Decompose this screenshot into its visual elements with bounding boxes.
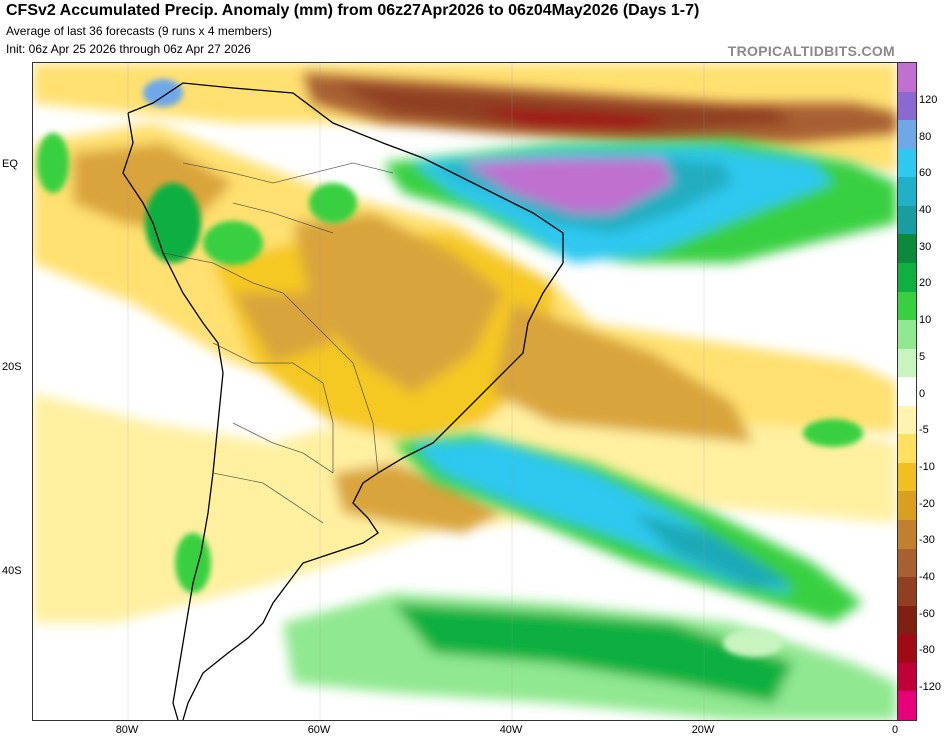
colorbar-swatch xyxy=(898,462,916,492)
lon-label-20w: 20W xyxy=(691,724,715,736)
colorbar-swatch xyxy=(898,177,916,207)
colorbar-swatch xyxy=(898,577,916,607)
lat-label-20s: 20S xyxy=(2,361,22,373)
colorbar-swatch xyxy=(898,291,916,321)
lon-label-60w: 60W xyxy=(307,724,331,736)
map-canvas xyxy=(33,63,897,720)
colorbar-swatch xyxy=(898,91,916,121)
colorbar-swatch xyxy=(898,148,916,178)
colorbar-swatch xyxy=(898,320,916,350)
colorbar-label: -10 xyxy=(919,460,935,473)
colorbar-swatch xyxy=(898,634,916,664)
colorbar-label: -120 xyxy=(919,681,942,693)
colorbar-swatch xyxy=(898,377,916,407)
colorbar-label: -5 xyxy=(919,424,929,437)
colorbar-label: 80 xyxy=(919,130,932,143)
colorbar-label: -20 xyxy=(919,497,935,510)
colorbar-swatch xyxy=(898,491,916,521)
map-title: CFSv2 Accumulated Precip. Anomaly (mm) f… xyxy=(6,2,700,19)
colorbar-swatch xyxy=(898,691,916,721)
colorbar-label: 30 xyxy=(919,240,932,253)
brand-watermark: TROPICALTIDBITS.COM xyxy=(727,43,895,59)
colorbar-swatch xyxy=(898,405,916,435)
lat-label-40s: 40S xyxy=(2,565,22,577)
colorbar-label: -80 xyxy=(919,644,935,657)
lon-label-0: 0 xyxy=(891,724,899,736)
colorbar-swatch xyxy=(898,262,916,293)
colorbar xyxy=(897,62,917,721)
colorbar-label: 120 xyxy=(919,94,938,106)
lon-label-40w: 40W xyxy=(499,724,523,736)
colorbar-label: 5 xyxy=(919,350,926,363)
colorbar-label: 40 xyxy=(919,204,932,217)
colorbar-swatch xyxy=(898,520,916,550)
colorbar-swatch xyxy=(898,434,916,464)
lat-label-eq: EQ xyxy=(2,158,18,170)
lon-label-80w: 80W xyxy=(115,724,139,736)
colorbar-swatch xyxy=(898,205,916,235)
colorbar-label: 0 xyxy=(919,387,926,400)
anomaly-map xyxy=(32,62,898,721)
colorbar-swatch xyxy=(898,348,916,378)
colorbar-swatch xyxy=(898,605,916,635)
colorbar-swatch xyxy=(898,234,916,264)
colorbar-label: 60 xyxy=(919,167,932,180)
init-line: Init: 06z Apr 25 2026 through 06z Apr 27… xyxy=(6,42,251,56)
colorbar-swatch xyxy=(898,63,916,93)
colorbar-label: 10 xyxy=(919,314,932,327)
colorbar-swatch xyxy=(898,548,916,578)
map-subtitle: Average of last 36 forecasts (9 runs x 4… xyxy=(6,24,272,38)
colorbar-label: -30 xyxy=(919,534,935,547)
colorbar-label: -60 xyxy=(919,607,935,620)
colorbar-label: 20 xyxy=(919,277,932,290)
colorbar-swatch xyxy=(898,662,916,692)
colorbar-label: -40 xyxy=(919,570,935,583)
colorbar-swatch xyxy=(898,120,916,150)
